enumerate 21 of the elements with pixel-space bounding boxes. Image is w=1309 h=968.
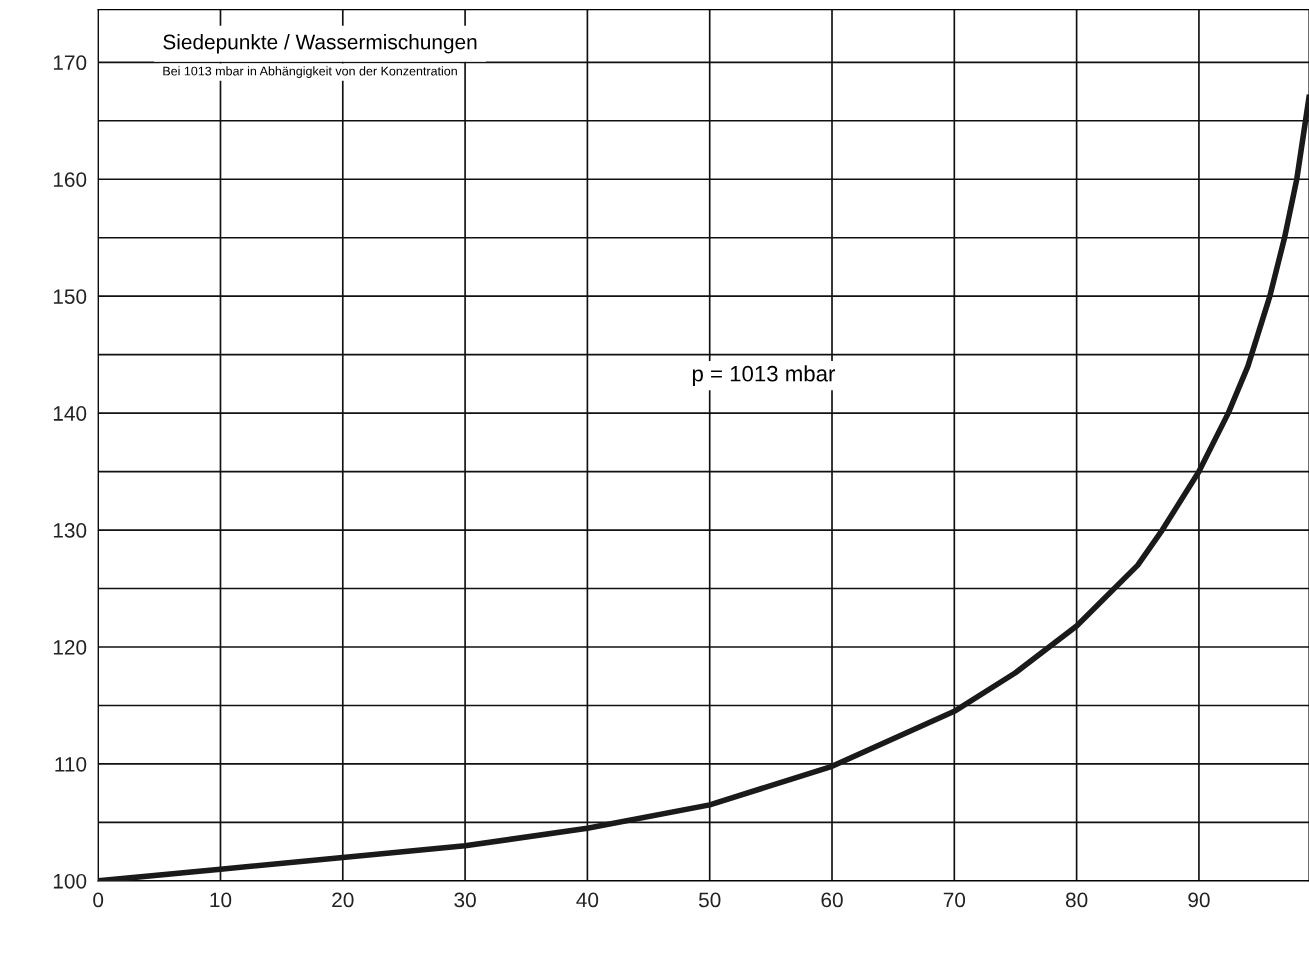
annotation: p = 1013 mbar: [692, 365, 836, 386]
y-tick-label: 110: [55, 756, 87, 772]
text: Bei 1013 mbar in Abhängigkeit von der Konzentration: [163, 66, 457, 78]
x-tick-label: 10: [210, 892, 232, 908]
text: Siedepunkte / Wassermischungen: [163, 34, 477, 54]
y-tick-label: 170: [53, 55, 87, 71]
x-tick-label: 60: [821, 892, 843, 908]
x-tick-label: 50: [698, 892, 721, 908]
x-tick-label: 70: [943, 892, 966, 908]
y-tick-label: 140: [53, 406, 87, 421]
y-tick-label: 160: [53, 172, 87, 187]
x-tick-label: 90: [1188, 892, 1210, 908]
y-tick-label: 150: [53, 289, 87, 304]
y-tick-label: 100: [53, 873, 87, 889]
y-tick-label: 120: [53, 640, 87, 655]
y-tick-label: 130: [53, 523, 87, 538]
x-tick-label: 40: [576, 892, 599, 908]
x-tick-label: 0: [93, 892, 104, 908]
x-tick-label: 30: [454, 892, 476, 908]
x-tick-label: 80: [1065, 892, 1088, 908]
x-tick-label: 20: [332, 892, 354, 908]
